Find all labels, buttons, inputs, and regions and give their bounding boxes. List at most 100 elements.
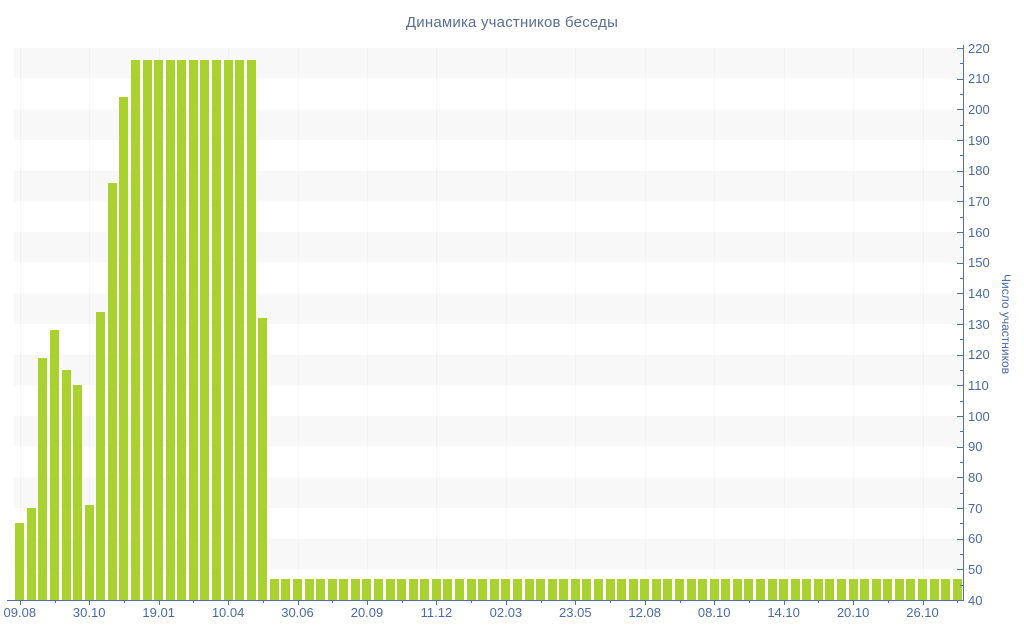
bar[interactable] bbox=[188, 60, 198, 600]
bar[interactable] bbox=[547, 578, 557, 600]
bar[interactable] bbox=[836, 578, 846, 600]
bar[interactable] bbox=[316, 578, 326, 600]
bar[interactable] bbox=[489, 578, 499, 600]
bar[interactable] bbox=[582, 578, 592, 600]
y-minor-tick bbox=[960, 370, 964, 371]
bar[interactable] bbox=[663, 578, 673, 600]
y-minor-tick bbox=[960, 308, 964, 310]
bar[interactable] bbox=[767, 578, 777, 600]
bar[interactable] bbox=[559, 578, 569, 600]
bar[interactable] bbox=[628, 578, 638, 600]
bar[interactable] bbox=[640, 578, 650, 600]
bar[interactable] bbox=[917, 578, 927, 600]
bar[interactable] bbox=[61, 370, 71, 600]
bar[interactable] bbox=[871, 578, 881, 600]
bar[interactable] bbox=[200, 60, 210, 600]
bar[interactable] bbox=[269, 578, 279, 600]
bar[interactable] bbox=[709, 578, 719, 600]
bar[interactable] bbox=[466, 578, 476, 600]
bar[interactable] bbox=[883, 578, 893, 600]
x-major-tick bbox=[714, 601, 716, 605]
bar[interactable] bbox=[408, 578, 418, 600]
bar[interactable] bbox=[802, 578, 812, 600]
y-tick-label: 50 bbox=[968, 561, 983, 577]
bar[interactable] bbox=[929, 578, 939, 600]
bar[interactable] bbox=[906, 578, 916, 600]
bar[interactable] bbox=[50, 330, 59, 600]
x-axis-line bbox=[7, 600, 964, 601]
bar[interactable] bbox=[385, 578, 395, 600]
bar[interactable] bbox=[26, 508, 36, 600]
bar[interactable] bbox=[165, 60, 175, 600]
bar[interactable] bbox=[154, 60, 164, 600]
bar[interactable] bbox=[362, 578, 372, 600]
bar[interactable] bbox=[177, 60, 187, 600]
bar[interactable] bbox=[15, 523, 25, 600]
bar[interactable] bbox=[651, 578, 661, 600]
bar[interactable] bbox=[96, 311, 106, 600]
bar[interactable] bbox=[721, 578, 731, 600]
bar[interactable] bbox=[698, 578, 708, 600]
bar[interactable] bbox=[431, 578, 441, 600]
bar[interactable] bbox=[813, 578, 823, 600]
bar[interactable] bbox=[212, 60, 222, 600]
bar[interactable] bbox=[732, 578, 742, 600]
y-axis: 220 210 200 190 180 170 160 150 140 130 120 110 100 9… bbox=[957, 41, 1023, 608]
bar[interactable] bbox=[686, 578, 696, 600]
x-major-tick bbox=[158, 601, 160, 605]
bar[interactable] bbox=[235, 60, 245, 600]
bar[interactable] bbox=[860, 578, 870, 600]
bar[interactable] bbox=[119, 97, 129, 600]
bar[interactable] bbox=[478, 578, 488, 600]
bar[interactable] bbox=[73, 385, 83, 600]
y-minor-tick bbox=[960, 339, 964, 341]
x-minor-tick bbox=[123, 601, 125, 603]
vertical-gridline bbox=[575, 48, 576, 600]
bar[interactable] bbox=[952, 578, 962, 600]
vertical-gridline bbox=[298, 48, 299, 600]
bar[interactable] bbox=[142, 60, 152, 600]
bar[interactable] bbox=[107, 182, 117, 600]
bar[interactable] bbox=[246, 60, 256, 600]
bar[interactable] bbox=[617, 578, 627, 600]
bar[interactable] bbox=[84, 504, 94, 600]
bar[interactable] bbox=[779, 578, 789, 600]
bar[interactable] bbox=[397, 578, 407, 600]
bar[interactable] bbox=[593, 578, 603, 600]
y-minor-tick bbox=[960, 523, 964, 525]
bar[interactable] bbox=[131, 60, 141, 600]
bar[interactable] bbox=[512, 578, 522, 600]
bar[interactable] bbox=[755, 578, 765, 600]
y-major-tick bbox=[957, 385, 964, 387]
bar[interactable] bbox=[894, 578, 904, 600]
bar[interactable] bbox=[327, 578, 337, 600]
x-tick-label: 19.01 bbox=[142, 605, 175, 620]
bar[interactable] bbox=[501, 578, 511, 600]
y-minor-tick bbox=[960, 554, 964, 555]
x-tick-label: 26.10 bbox=[906, 605, 939, 620]
bar[interactable] bbox=[350, 578, 360, 600]
bar[interactable] bbox=[455, 578, 465, 600]
bar[interactable] bbox=[825, 578, 835, 600]
bar[interactable] bbox=[790, 578, 800, 600]
bar[interactable] bbox=[570, 578, 580, 600]
bar[interactable] bbox=[443, 578, 453, 600]
bar[interactable] bbox=[605, 578, 615, 600]
bar[interactable] bbox=[744, 578, 754, 600]
bar[interactable] bbox=[374, 578, 384, 600]
bar[interactable] bbox=[223, 60, 233, 600]
bar[interactable] bbox=[536, 578, 546, 600]
bar[interactable] bbox=[258, 317, 268, 600]
bar[interactable] bbox=[420, 578, 430, 600]
bar[interactable] bbox=[674, 578, 684, 600]
x-minor-tick bbox=[679, 601, 681, 603]
bar[interactable] bbox=[293, 578, 303, 600]
bar[interactable] bbox=[38, 357, 48, 600]
bar[interactable] bbox=[304, 578, 314, 600]
bar[interactable] bbox=[524, 578, 534, 600]
vertical-gridline bbox=[20, 48, 21, 600]
bar[interactable] bbox=[848, 578, 858, 600]
bar[interactable] bbox=[941, 578, 951, 600]
bar[interactable] bbox=[339, 578, 349, 600]
bar[interactable] bbox=[281, 578, 291, 600]
